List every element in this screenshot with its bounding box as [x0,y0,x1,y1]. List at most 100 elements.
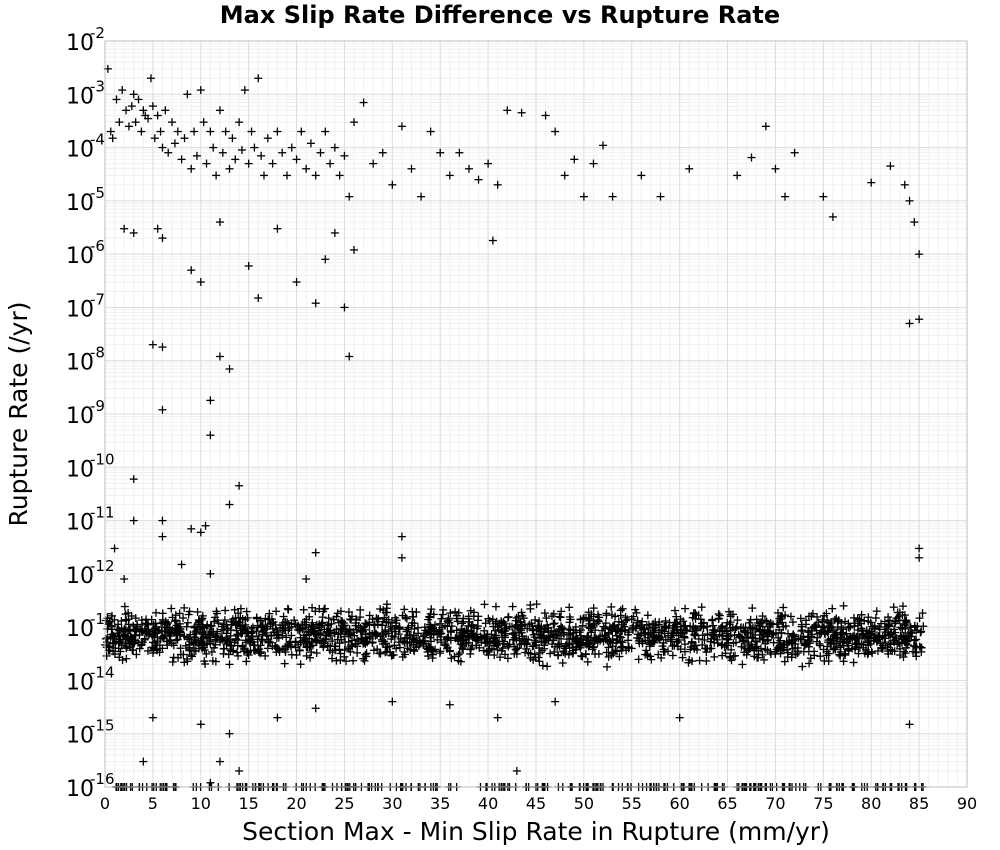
data-point [786,612,795,621]
data-point [361,650,370,659]
data-point [158,532,167,541]
data-point [647,655,656,664]
data-point [839,657,848,666]
data-point [787,650,796,659]
data-point [158,405,167,414]
data-point [540,609,549,618]
x-tick-label: 30 [382,794,402,813]
x-tick-label: 0 [100,794,110,813]
data-point [143,619,152,628]
data-point [196,86,205,95]
data-point [139,106,148,115]
data-point [378,148,387,157]
data-point [340,303,349,312]
data-point [237,146,246,155]
data-point [206,778,215,787]
data-point [828,604,837,613]
data-point [183,618,192,627]
y-tick-exponent: -15 [90,717,115,735]
data-point [849,658,858,667]
data-point [238,642,247,651]
data-point [173,127,182,136]
data-point [756,619,765,628]
data-point [511,616,520,625]
data-point [247,127,256,136]
data-point [340,151,349,160]
y-tick-exponent: -13 [90,610,115,628]
data-point [158,609,167,618]
data-point [642,646,651,655]
data-point [161,106,170,115]
x-tick-label: 5 [148,794,158,813]
data-point [426,127,435,136]
data-point [473,616,482,625]
data-point [823,616,832,625]
data-point [445,171,454,180]
data-point [414,629,423,638]
data-point [284,605,293,614]
x-tick-label: 50 [574,794,594,813]
data-point [215,757,224,766]
data-point [915,315,924,324]
data-point [350,118,359,127]
data-point [206,569,215,578]
x-tick-label: 55 [622,794,642,813]
data-point [581,650,590,659]
data-point [621,613,630,622]
data-point [796,634,805,643]
y-tick-exponent: -5 [90,184,105,202]
data-point [312,649,321,658]
data-point [316,148,325,157]
data-point [282,171,291,180]
data-point [504,612,513,621]
data-point [146,74,155,83]
data-point [748,604,757,613]
data-point [899,653,908,662]
data-point [297,127,306,136]
data-point [855,615,864,624]
data-point [173,635,182,644]
y-tick-exponent: -14 [90,663,115,681]
data-point [886,162,895,171]
x-tick-label: 20 [286,794,306,813]
data-point [350,245,359,254]
data-point [311,607,320,616]
data-point [796,614,805,623]
data-point [905,196,914,205]
data-point [893,608,902,617]
data-point [436,148,445,157]
data-point [273,127,282,136]
data-point [292,155,301,164]
data-point [579,192,588,201]
data-point [793,647,802,656]
x-tick-label: 15 [238,794,258,813]
data-point [354,636,363,645]
data-point [760,655,769,664]
data-point [356,605,365,614]
data-point [108,134,117,143]
data-point [129,516,138,525]
data-point [837,618,846,627]
data-point [824,649,833,658]
y-tick-exponent: -9 [90,397,105,415]
data-point [137,127,146,136]
data-point [250,143,259,152]
data-point [307,648,316,657]
data-point [206,396,215,405]
x-tick-label: 75 [813,794,833,813]
data-point [150,134,159,143]
data-point [724,607,733,616]
data-point [198,611,207,620]
data-point [129,475,138,484]
data-point [484,159,493,168]
y-tick-exponent: -16 [90,770,115,788]
data-point [798,662,807,671]
data-point [193,607,202,616]
data-point [261,614,270,623]
data-point [535,657,544,666]
data-point [601,619,610,628]
data-point [302,575,311,584]
data-point [710,652,719,661]
data-point [388,697,397,706]
data-point [616,611,625,620]
